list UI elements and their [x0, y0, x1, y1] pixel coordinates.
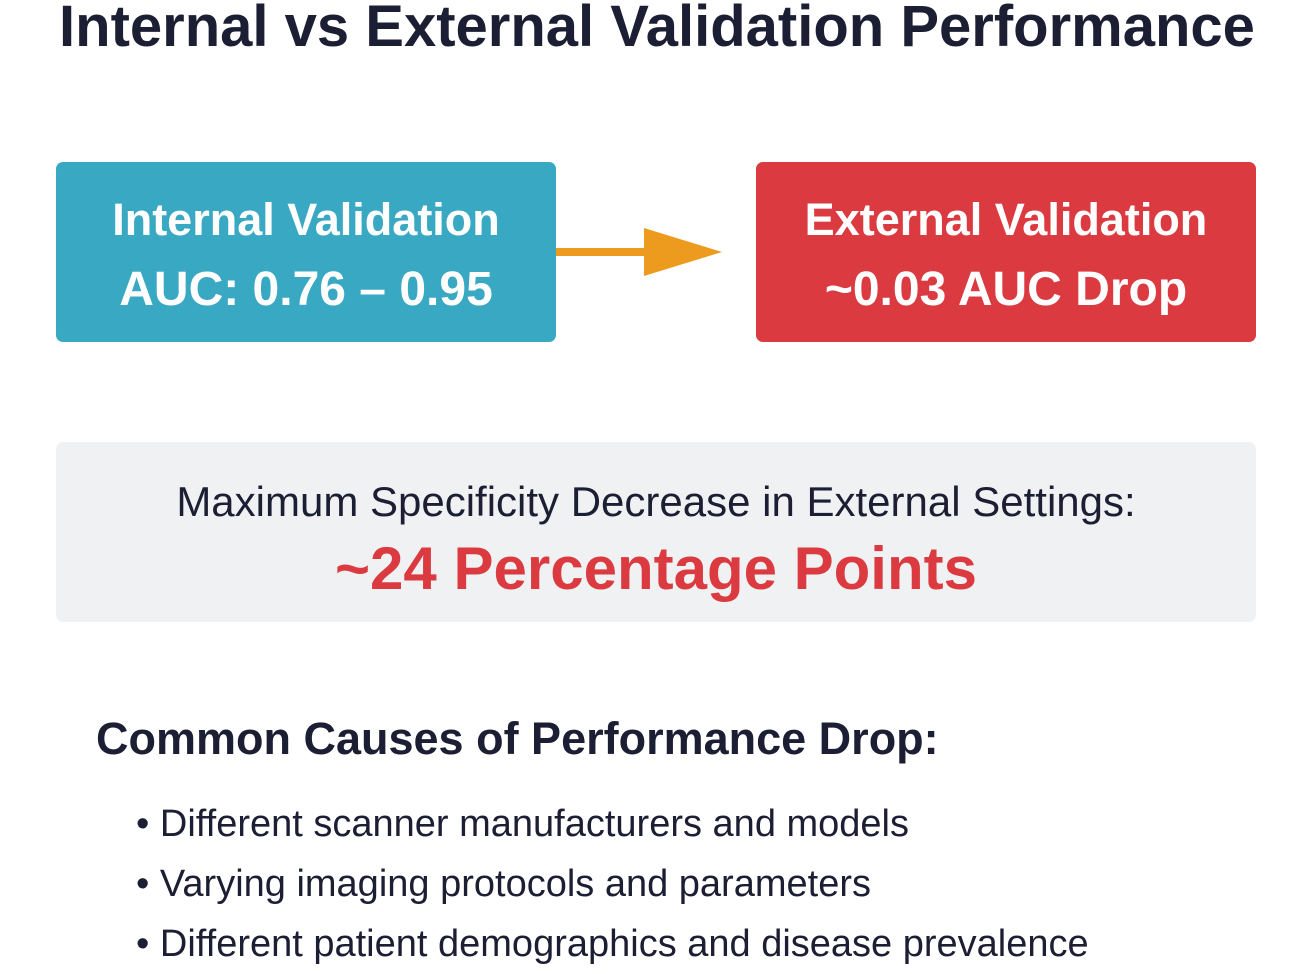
external-validation-auc-drop: ~0.03 AUC Drop: [824, 263, 1188, 316]
list-item: Different scanner manufacturers and mode…: [136, 794, 1089, 854]
external-validation-box: External Validation ~0.03 AUC Drop: [756, 162, 1256, 342]
arrow-right-icon: [556, 228, 722, 276]
causes-heading: Common Causes of Performance Drop:: [96, 713, 939, 764]
list-item: Different patient demographics and disea…: [136, 914, 1089, 974]
internal-validation-box: Internal Validation AUC: 0.76 – 0.95: [56, 162, 556, 342]
specificity-value: ~24 Percentage Points: [335, 535, 977, 602]
specificity-label: Maximum Specificity Decrease in External…: [176, 478, 1136, 525]
diagram-title: Internal vs External Validation Performa…: [59, 0, 1255, 59]
external-validation-heading: External Validation: [804, 194, 1208, 245]
list-item: Varying imaging protocols and parameters: [136, 854, 1089, 914]
internal-validation-auc: AUC: 0.76 – 0.95: [119, 263, 493, 316]
specificity-panel: Maximum Specificity Decrease in External…: [56, 442, 1256, 622]
causes-list: Different scanner manufacturers and mode…: [136, 794, 1089, 974]
internal-validation-heading: Internal Validation: [112, 194, 500, 245]
